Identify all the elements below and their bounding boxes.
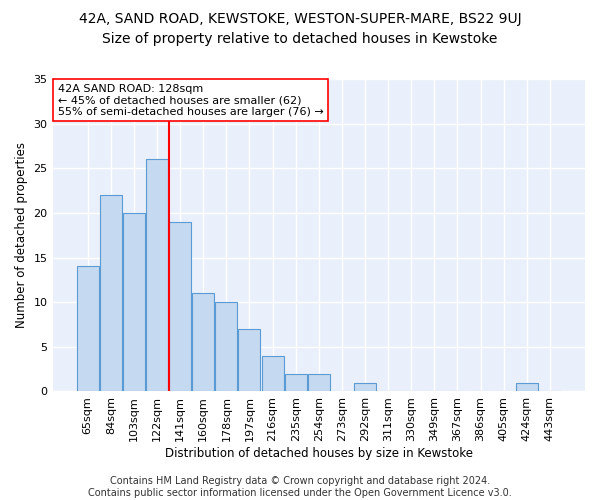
Bar bbox=[516, 382, 538, 392]
Bar bbox=[215, 302, 238, 392]
Bar bbox=[192, 294, 214, 392]
Text: Size of property relative to detached houses in Kewstoke: Size of property relative to detached ho… bbox=[103, 32, 497, 46]
Bar bbox=[77, 266, 98, 392]
Text: Contains HM Land Registry data © Crown copyright and database right 2024.
Contai: Contains HM Land Registry data © Crown c… bbox=[88, 476, 512, 498]
Bar bbox=[146, 160, 168, 392]
X-axis label: Distribution of detached houses by size in Kewstoke: Distribution of detached houses by size … bbox=[165, 447, 473, 460]
Text: 42A, SAND ROAD, KEWSTOKE, WESTON-SUPER-MARE, BS22 9UJ: 42A, SAND ROAD, KEWSTOKE, WESTON-SUPER-M… bbox=[79, 12, 521, 26]
Bar bbox=[354, 382, 376, 392]
Bar bbox=[308, 374, 330, 392]
Y-axis label: Number of detached properties: Number of detached properties bbox=[15, 142, 28, 328]
Bar bbox=[100, 195, 122, 392]
Bar bbox=[169, 222, 191, 392]
Bar bbox=[262, 356, 284, 392]
Text: 42A SAND ROAD: 128sqm
← 45% of detached houses are smaller (62)
55% of semi-deta: 42A SAND ROAD: 128sqm ← 45% of detached … bbox=[58, 84, 323, 117]
Bar bbox=[284, 374, 307, 392]
Bar bbox=[238, 329, 260, 392]
Bar bbox=[123, 213, 145, 392]
